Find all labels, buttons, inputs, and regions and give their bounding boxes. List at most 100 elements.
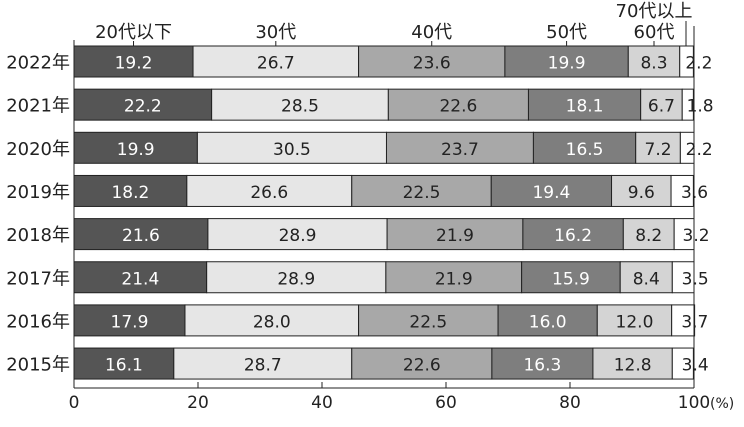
data-label: 21.9	[435, 269, 473, 289]
data-label: 12.8	[614, 356, 652, 376]
data-label: 22.2	[124, 97, 162, 117]
data-label: 15.9	[552, 269, 590, 289]
bar-segment	[358, 304, 499, 337]
data-label: 28.5	[281, 97, 319, 117]
data-label: 26.6	[250, 183, 288, 203]
year-label: 2015年	[6, 355, 70, 376]
bar-segment	[206, 261, 387, 294]
legend-label: 50代	[546, 22, 587, 43]
legend-label: 20代以下	[95, 22, 172, 43]
legend-label: 40代	[411, 22, 452, 43]
bar-segment	[385, 261, 523, 294]
data-label: 16.3	[523, 356, 561, 376]
data-label: 2.2	[685, 54, 712, 74]
x-tick-label: 0	[69, 393, 80, 413]
bar-segment	[196, 131, 387, 164]
legend-label: 30代	[255, 22, 296, 43]
bar-segment	[504, 45, 629, 78]
bar-segment	[73, 304, 186, 337]
x-unit-label: (%)	[710, 396, 734, 412]
bar-segment	[622, 218, 675, 251]
bar-segment	[73, 88, 213, 121]
year-label: 2018年	[6, 225, 70, 246]
bar-segment	[491, 347, 594, 380]
data-label: 30.5	[273, 140, 311, 160]
x-axis: 0 20 40 60 80 100 (%)	[69, 26, 734, 413]
data-label: 8.4	[633, 269, 660, 289]
year-label: 2019年	[6, 182, 70, 203]
bar-segment	[627, 45, 681, 78]
year-label: 2016年	[6, 311, 70, 332]
bar-segment	[592, 347, 673, 380]
bar-segment	[635, 131, 681, 164]
data-label: 3.7	[681, 312, 708, 332]
data-label: 28.9	[277, 269, 315, 289]
data-label: 18.1	[566, 97, 604, 117]
bar-segment	[73, 218, 209, 251]
data-label: 21.6	[122, 226, 160, 246]
bar-segment	[490, 174, 613, 207]
bar-segment	[522, 218, 624, 251]
year-label: 2020年	[6, 139, 70, 160]
data-label: 23.6	[413, 54, 451, 74]
bar-segment	[532, 131, 637, 164]
bar-segment	[640, 88, 683, 121]
bar-segment	[527, 88, 642, 121]
data-label: 7.2	[645, 140, 672, 160]
data-label: 17.9	[111, 312, 149, 332]
data-label: 28.9	[279, 226, 317, 246]
data-label: 1.8	[687, 97, 714, 117]
x-tick-label: 20	[187, 393, 209, 413]
bar-segment	[351, 174, 492, 207]
data-label: 22.5	[403, 183, 441, 203]
data-label: 3.6	[681, 183, 708, 203]
bar-segment	[386, 218, 524, 251]
bar-segment	[521, 261, 621, 294]
data-label: 3.2	[683, 226, 710, 246]
bar-segment	[671, 304, 696, 337]
data-label: 8.2	[635, 226, 662, 246]
data-label: 9.6	[628, 183, 655, 203]
data-label: 18.2	[111, 183, 149, 203]
bar-segment	[73, 347, 175, 380]
data-label: 26.7	[257, 54, 295, 74]
data-label: 23.7	[441, 140, 479, 160]
data-label: 19.9	[117, 140, 155, 160]
bar-segment	[619, 261, 673, 294]
data-label: 22.6	[403, 356, 441, 376]
bar-segment	[681, 88, 694, 121]
data-label: 19.4	[532, 183, 570, 203]
data-label: 3.5	[682, 269, 709, 289]
data-label: 16.1	[105, 356, 143, 376]
bar-segment	[351, 347, 493, 380]
x-tick-label: 40	[311, 393, 333, 413]
bar-segment	[186, 174, 353, 207]
bar-segment	[387, 88, 529, 121]
data-label: 6.7	[648, 97, 675, 117]
legend-label: 70代以上	[616, 1, 693, 22]
bar-segment	[207, 218, 388, 251]
legend-label: 60代	[634, 22, 675, 43]
data-label: 21.4	[121, 269, 159, 289]
bar-segment	[671, 347, 694, 380]
bar-segment	[73, 45, 194, 78]
data-label: 22.5	[409, 312, 447, 332]
bar-segment	[184, 304, 360, 337]
data-label: 12.0	[616, 312, 654, 332]
bar-segment	[385, 131, 534, 164]
data-label: 2.2	[686, 140, 713, 160]
data-label: 22.6	[439, 97, 477, 117]
bar-segment	[596, 304, 673, 337]
bars: 19.2 26.7 23.6 19.9 8.3 2.2 22.2 28.5 22.6 18.1 6.…	[73, 45, 714, 380]
data-label: 19.9	[548, 54, 586, 74]
bar-segment	[73, 174, 188, 207]
data-label: 16.2	[554, 226, 592, 246]
bar-segment	[211, 88, 389, 121]
data-label: 3.4	[682, 356, 709, 376]
x-tick-label: 60	[435, 393, 457, 413]
bar-segment	[679, 45, 694, 78]
year-label: 2017年	[6, 268, 70, 289]
x-tick-label: 100	[678, 393, 710, 413]
